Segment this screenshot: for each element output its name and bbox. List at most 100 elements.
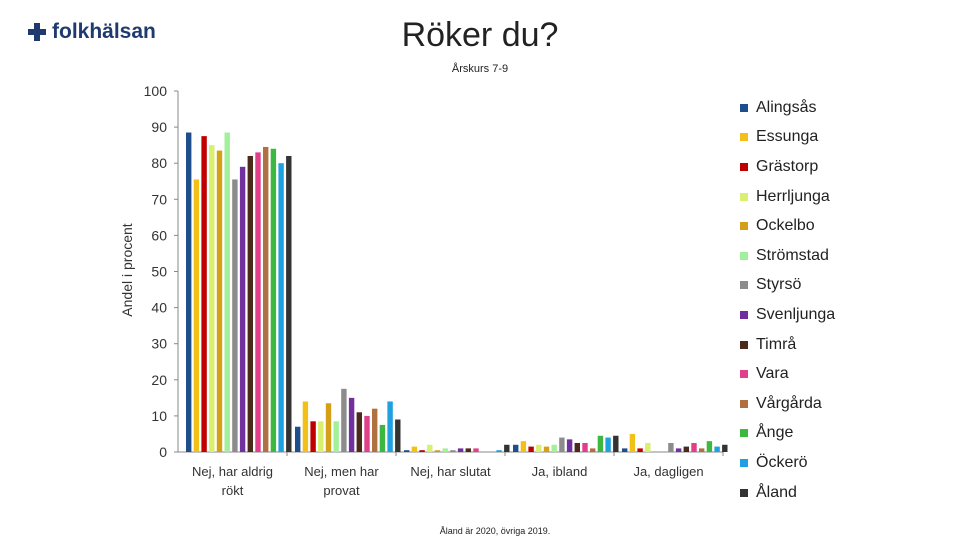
legend-item: Åland bbox=[740, 478, 835, 508]
bar bbox=[193, 179, 200, 452]
bar bbox=[551, 444, 557, 452]
bar bbox=[186, 132, 192, 452]
bar bbox=[622, 448, 628, 452]
bar bbox=[457, 448, 464, 452]
bar bbox=[645, 442, 651, 452]
bar bbox=[699, 448, 705, 452]
legend-item: Styrsö bbox=[740, 271, 835, 301]
cross-icon bbox=[28, 23, 46, 41]
y-tick-label: 90 bbox=[151, 119, 167, 135]
legend-item: Vårgårda bbox=[740, 389, 835, 419]
bar bbox=[232, 179, 238, 452]
legend-swatch bbox=[740, 458, 748, 467]
bar bbox=[364, 415, 370, 452]
bar bbox=[473, 448, 479, 452]
legend-item: Timrå bbox=[740, 330, 835, 360]
bar bbox=[683, 446, 689, 452]
legend-item: Grästorp bbox=[740, 152, 835, 182]
legend-label: Öckerö bbox=[756, 453, 808, 471]
bar bbox=[302, 401, 309, 452]
legend-item: Alingsås bbox=[740, 93, 835, 123]
bar bbox=[318, 421, 324, 452]
legend-item: Strömstad bbox=[740, 241, 835, 271]
bar bbox=[613, 435, 619, 452]
legend-label: Essunga bbox=[756, 128, 819, 146]
legend-swatch bbox=[740, 222, 748, 231]
legend-item: Ockelbo bbox=[740, 211, 835, 241]
bar bbox=[566, 439, 573, 452]
legend-swatch bbox=[740, 399, 748, 408]
legend-swatch bbox=[740, 310, 748, 319]
legend-label: Ockelbo bbox=[756, 217, 815, 235]
legend-label: Styrsö bbox=[756, 276, 802, 294]
bar bbox=[419, 450, 425, 452]
bar bbox=[263, 146, 269, 452]
legend-label: Svenljunga bbox=[756, 305, 836, 323]
bar bbox=[590, 448, 596, 452]
bar bbox=[295, 426, 301, 452]
bar bbox=[333, 421, 339, 452]
bar bbox=[714, 446, 720, 452]
legend-swatch bbox=[740, 133, 748, 142]
bar bbox=[582, 442, 588, 452]
legend-swatch bbox=[740, 192, 748, 201]
bar bbox=[637, 448, 643, 452]
bar bbox=[356, 412, 362, 452]
bar bbox=[379, 424, 386, 452]
bar bbox=[450, 450, 456, 452]
bar bbox=[224, 132, 230, 452]
legend-swatch bbox=[740, 429, 748, 438]
bar bbox=[536, 444, 542, 452]
legend-label: Herrljunga bbox=[756, 187, 830, 205]
bar bbox=[239, 166, 246, 452]
bar bbox=[434, 450, 441, 452]
bar bbox=[559, 437, 565, 452]
y-tick-label: 100 bbox=[144, 83, 168, 99]
bar bbox=[597, 435, 604, 452]
legend-item: Vara bbox=[740, 359, 835, 389]
y-tick-label: 80 bbox=[151, 155, 167, 171]
bar bbox=[504, 444, 510, 452]
legend-label: Alingsås bbox=[756, 98, 817, 116]
bar bbox=[310, 421, 316, 452]
bar bbox=[325, 403, 332, 452]
bar bbox=[404, 450, 410, 452]
bar bbox=[668, 442, 674, 452]
legend-swatch bbox=[740, 488, 748, 497]
legend-item: Herrljunga bbox=[740, 182, 835, 212]
y-axis-label: Andel i procent bbox=[119, 223, 135, 317]
legend-swatch bbox=[740, 162, 748, 171]
chart-subtitle: Årskurs 7-9 bbox=[451, 63, 509, 75]
bar bbox=[341, 388, 347, 452]
bar bbox=[722, 444, 728, 452]
folkhalsan-logo: folkhälsan bbox=[28, 20, 156, 44]
x-tick-label: Ja, ibland bbox=[532, 464, 588, 479]
bar bbox=[543, 446, 550, 452]
bar bbox=[496, 450, 502, 452]
legend-item: Essunga bbox=[740, 123, 835, 153]
legend-swatch bbox=[740, 370, 748, 379]
chart-title: Röker du? bbox=[401, 16, 559, 54]
bar bbox=[372, 408, 378, 452]
bar bbox=[706, 441, 713, 452]
bar bbox=[395, 419, 401, 452]
legend-swatch bbox=[740, 103, 748, 112]
y-tick-label: 40 bbox=[151, 300, 167, 316]
legend-label: Strömstad bbox=[756, 246, 829, 264]
x-tick-label: Nej, men har bbox=[304, 464, 379, 479]
x-tick-label: Nej, har aldrig bbox=[192, 464, 273, 479]
bar bbox=[513, 444, 519, 452]
bar bbox=[278, 163, 284, 452]
x-tick-label: rökt bbox=[222, 483, 244, 498]
bar bbox=[348, 397, 355, 452]
bar bbox=[629, 433, 636, 452]
bar bbox=[255, 152, 261, 452]
bar bbox=[411, 446, 418, 452]
y-tick-label: 30 bbox=[151, 336, 167, 352]
bar bbox=[286, 155, 292, 453]
x-tick-label: Nej, har slutat bbox=[410, 464, 491, 479]
legend-swatch bbox=[740, 251, 748, 260]
legend-label: Vara bbox=[756, 365, 789, 383]
bar bbox=[387, 401, 393, 452]
